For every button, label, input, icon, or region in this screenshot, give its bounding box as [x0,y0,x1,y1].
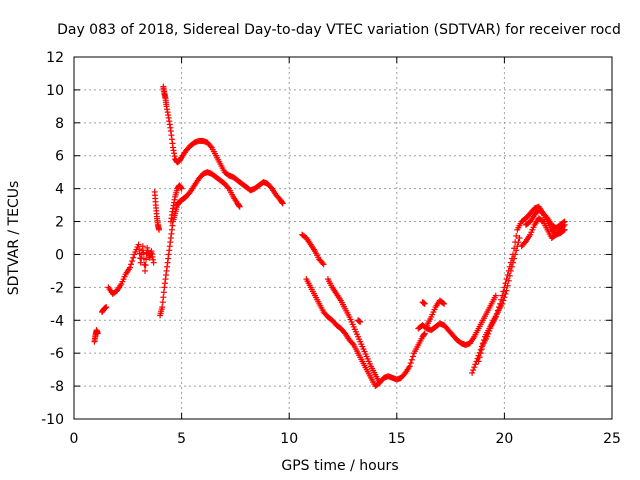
data-point [487,325,494,332]
data-point [408,356,415,363]
data-point [319,260,326,267]
data-point [511,245,518,252]
grid-lines [74,57,612,419]
data-point [349,340,356,347]
data-point [502,280,509,287]
data-point [236,203,243,210]
data-point [497,300,504,307]
y-tick-label: -4 [50,313,64,329]
data-point [485,330,492,337]
data-point [409,353,416,360]
data-point [477,350,484,357]
data-point [508,255,515,262]
data-point [94,330,101,337]
plot-frame [73,56,613,420]
data-point [507,259,514,266]
data-point [484,333,491,340]
data-point [126,264,133,271]
data-point [406,363,413,370]
data-point [496,304,503,311]
y-tick-label: 10 [46,83,64,99]
data-point [513,232,520,239]
data-point [510,251,517,258]
x-tick-label: 10 [280,431,298,447]
data-point [504,272,511,279]
data-point [139,243,146,250]
data-point [320,261,327,268]
x-tick-label: 5 [177,431,186,447]
y-tick-label: 6 [55,149,64,165]
y-tick-label: 4 [55,182,64,198]
x-tick-label: 15 [388,431,406,447]
data-point [501,284,508,291]
data-point [478,346,485,353]
y-tick-label: -6 [50,346,64,362]
y-axis-label: SDTVAR / TECUs [6,181,22,296]
data-point [470,367,477,374]
y-tick-label: 2 [55,215,64,231]
x-tick-label: 0 [70,431,79,447]
data-point [421,300,428,307]
data-point [494,307,501,314]
data-point [512,239,519,246]
y-tick-label: -10 [41,412,64,428]
data-point [207,143,214,150]
data-point [441,300,448,307]
data-point [476,354,483,361]
data-point [150,259,157,266]
data-point [129,258,136,265]
data-point [103,304,110,311]
data-point [486,327,493,334]
chart-title: Day 083 of 2018, Sidereal Day-to-day VTE… [57,22,621,38]
data-point [492,292,499,299]
x-tick-label: 25 [603,431,621,447]
y-tick-label: 8 [55,116,64,132]
data-point [279,200,286,207]
data-point [500,288,507,295]
data-point [224,184,231,191]
data-point [142,262,149,269]
data-point [156,226,163,233]
data-point [472,361,479,368]
data-point [505,267,512,274]
y-tick-label: -2 [50,280,64,296]
data-point [407,360,414,367]
data-point [421,330,428,337]
data-point [498,296,505,303]
y-tick-label: 12 [46,50,64,66]
data-point [178,185,185,192]
data-point [506,263,513,270]
data-point [440,299,447,306]
data-point [499,292,506,299]
data-point [357,318,364,325]
data-point [503,276,510,283]
data-point [560,219,567,226]
data-points [91,83,568,390]
data-point [516,235,523,241]
data-point [142,267,149,274]
data-point [376,379,383,386]
y-tick-label: 0 [55,247,64,263]
data-point [561,218,568,225]
data-point [493,310,500,317]
data-point [130,254,137,261]
x-tick-label: 20 [495,431,513,447]
data-point [503,287,510,294]
data-point [471,364,478,371]
data-point [143,256,150,263]
y-tick-label: -8 [50,379,64,395]
data-point [492,313,499,320]
data-point [128,261,135,268]
data-point [469,369,476,376]
x-axis-label: GPS time / hours [281,458,398,474]
data-point [475,358,482,365]
